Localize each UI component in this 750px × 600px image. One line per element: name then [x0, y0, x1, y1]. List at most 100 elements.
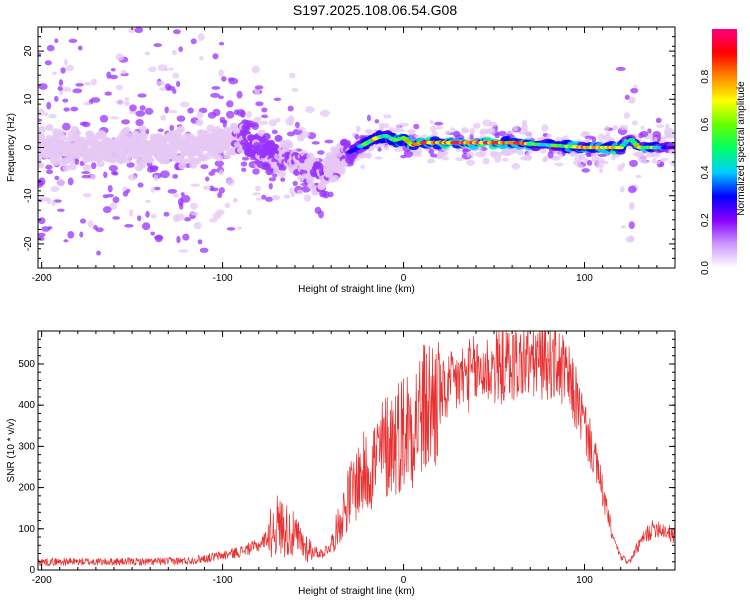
spectrum-blob: [305, 105, 315, 114]
spectrum-blob: [637, 155, 647, 163]
spectrum-ridge-blob: [317, 183, 326, 191]
spectrum-blob: [89, 174, 96, 180]
spectrum-blob: [52, 71, 57, 75]
spectrum-ridge-blob: [86, 130, 95, 138]
spectrum-blob: [577, 164, 584, 169]
spectrum-ridge-blob: [285, 141, 294, 149]
spectrum-blob: [394, 148, 403, 153]
spectrum-blob: [396, 124, 401, 130]
spectrum-blob: [261, 107, 268, 113]
spectrum-blob: [38, 52, 42, 56]
spectrum-blob: [520, 156, 528, 161]
spectrum-blob: [246, 110, 253, 119]
y-tick-label: 100: [18, 524, 35, 535]
spectrum-blob: [584, 138, 591, 144]
spectrum-blob: [146, 166, 155, 173]
spectrum-blob: [184, 216, 192, 222]
spectrum-blob: [487, 127, 496, 135]
spectrum-blob: [525, 152, 531, 160]
colorbar-label: Normalized spectral amplitude: [736, 81, 747, 216]
spectrum-blob: [125, 188, 131, 194]
spectrum-blob: [258, 120, 269, 125]
spectrum-blob: [526, 131, 533, 139]
spectrum-blob: [647, 128, 652, 134]
spectrum-blob: [434, 121, 444, 126]
spectrum-blob: [272, 173, 278, 178]
spectrum-blob: [254, 185, 261, 192]
spectrum-blob: [57, 208, 65, 212]
spectrum-blob: [199, 247, 209, 253]
spectrum-blob: [190, 211, 199, 216]
spectrum-blob: [44, 60, 52, 66]
spectrum-blob: [68, 38, 78, 43]
spectrum-blob: [398, 122, 409, 127]
y-tick-label: 0: [23, 144, 34, 150]
spectrum-blob: [296, 127, 306, 131]
spectrum-blob: [623, 112, 631, 119]
spectrum-blob: [163, 68, 170, 72]
spectrum-blob: [144, 107, 154, 115]
spectrum-ridge-blob: [274, 134, 283, 142]
spectrum-blob: [176, 115, 186, 122]
spectrum-ridge-blob: [138, 125, 147, 133]
spectrum-blob: [110, 171, 118, 176]
spectrum-blob: [511, 162, 521, 170]
spectrum-blob: [388, 127, 395, 132]
spectrum-blob: [655, 117, 662, 124]
spectrum-blob: [512, 126, 519, 132]
spectrum-ridge-blob: [253, 142, 262, 150]
spectrum-blob: [108, 164, 118, 172]
y-tick-label: 20: [23, 45, 34, 57]
spectrum-blob: [178, 249, 189, 253]
spectrum-blob: [593, 156, 602, 164]
spectrum-blob: [82, 193, 92, 198]
spectrum-blob: [541, 124, 549, 132]
spectrum-blob: [580, 132, 588, 138]
spectrum-blob: [157, 128, 164, 133]
x-tick-label: -200: [32, 575, 52, 586]
spectrum-blob: [137, 93, 147, 98]
spectrum-ridge-blob: [72, 129, 81, 137]
spectrum-blob: [366, 114, 371, 122]
spectrum-blob: [378, 125, 384, 131]
spectrum-blob: [190, 202, 198, 211]
spectrum-blob: [407, 128, 416, 136]
spectrum-blob: [75, 83, 84, 87]
spectrum-blob: [135, 110, 146, 117]
spectrum-blob: [311, 141, 320, 145]
spectrum-blob: [659, 161, 665, 168]
spectrum-blob: [226, 100, 234, 108]
spectrum-blob: [285, 117, 293, 126]
spectrum-blob: [237, 226, 242, 230]
spectrum-blob: [67, 230, 75, 239]
spectrum-blob: [629, 201, 635, 209]
spectrum-ridge-blob: [38, 126, 47, 134]
spectrum-blob: [62, 122, 71, 131]
spectrum-blob: [39, 196, 50, 202]
spectrum-blob: [236, 90, 243, 99]
spectrum-blob: [604, 125, 610, 132]
spectrum-blob: [178, 201, 184, 210]
spectrum-ridge-blob: [62, 164, 71, 172]
spectrum-blob: [428, 148, 435, 155]
spectrum-blob: [63, 239, 69, 243]
spectrum-blob: [625, 236, 635, 243]
spectrum-blob: [581, 168, 590, 173]
spectrum-blob: [627, 185, 637, 194]
spectrum-blob: [482, 157, 490, 165]
spectrum-blob: [462, 148, 472, 152]
spectrum-blob: [494, 133, 500, 139]
spectrum-blob: [38, 118, 43, 122]
spectrum-ridge-blob: [296, 134, 305, 142]
spectrum-blob: [251, 65, 260, 74]
spectrum-blob: [46, 169, 54, 175]
spectrum-blob: [112, 196, 120, 204]
spectrum-blob: [210, 92, 220, 98]
spectrum-blob: [122, 186, 128, 192]
spectrum-blob: [521, 122, 528, 127]
spectrum-blob: [124, 224, 134, 228]
spectrum-blob: [120, 69, 127, 75]
x-tick-label: -100: [213, 273, 233, 284]
spectrum-blob: [383, 114, 392, 119]
spectrum-blob: [314, 206, 322, 215]
